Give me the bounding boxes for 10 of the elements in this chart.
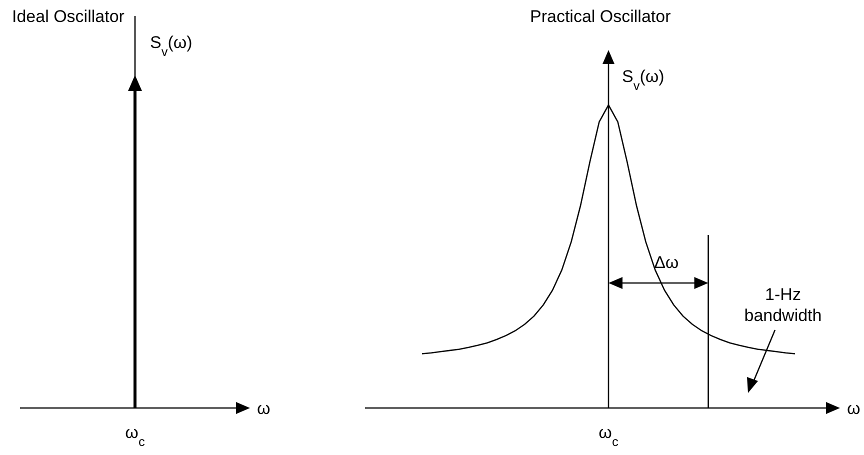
x-axis-title: ω <box>847 399 860 418</box>
text: ω <box>257 399 270 418</box>
annotation: Δω <box>654 253 679 272</box>
y-axis-title: S$_{v}$(ω) <box>622 67 664 92</box>
annotation: 1-Hz bandwidth <box>744 285 822 325</box>
text: Ideal Oscillator <box>12 7 125 26</box>
text: ω$_{c}$ <box>125 423 146 448</box>
chart-title: Practical Oscillator <box>530 7 672 26</box>
text: S$_{v}$(ω) <box>150 33 192 58</box>
text: ω$_{c}$ <box>598 423 619 448</box>
